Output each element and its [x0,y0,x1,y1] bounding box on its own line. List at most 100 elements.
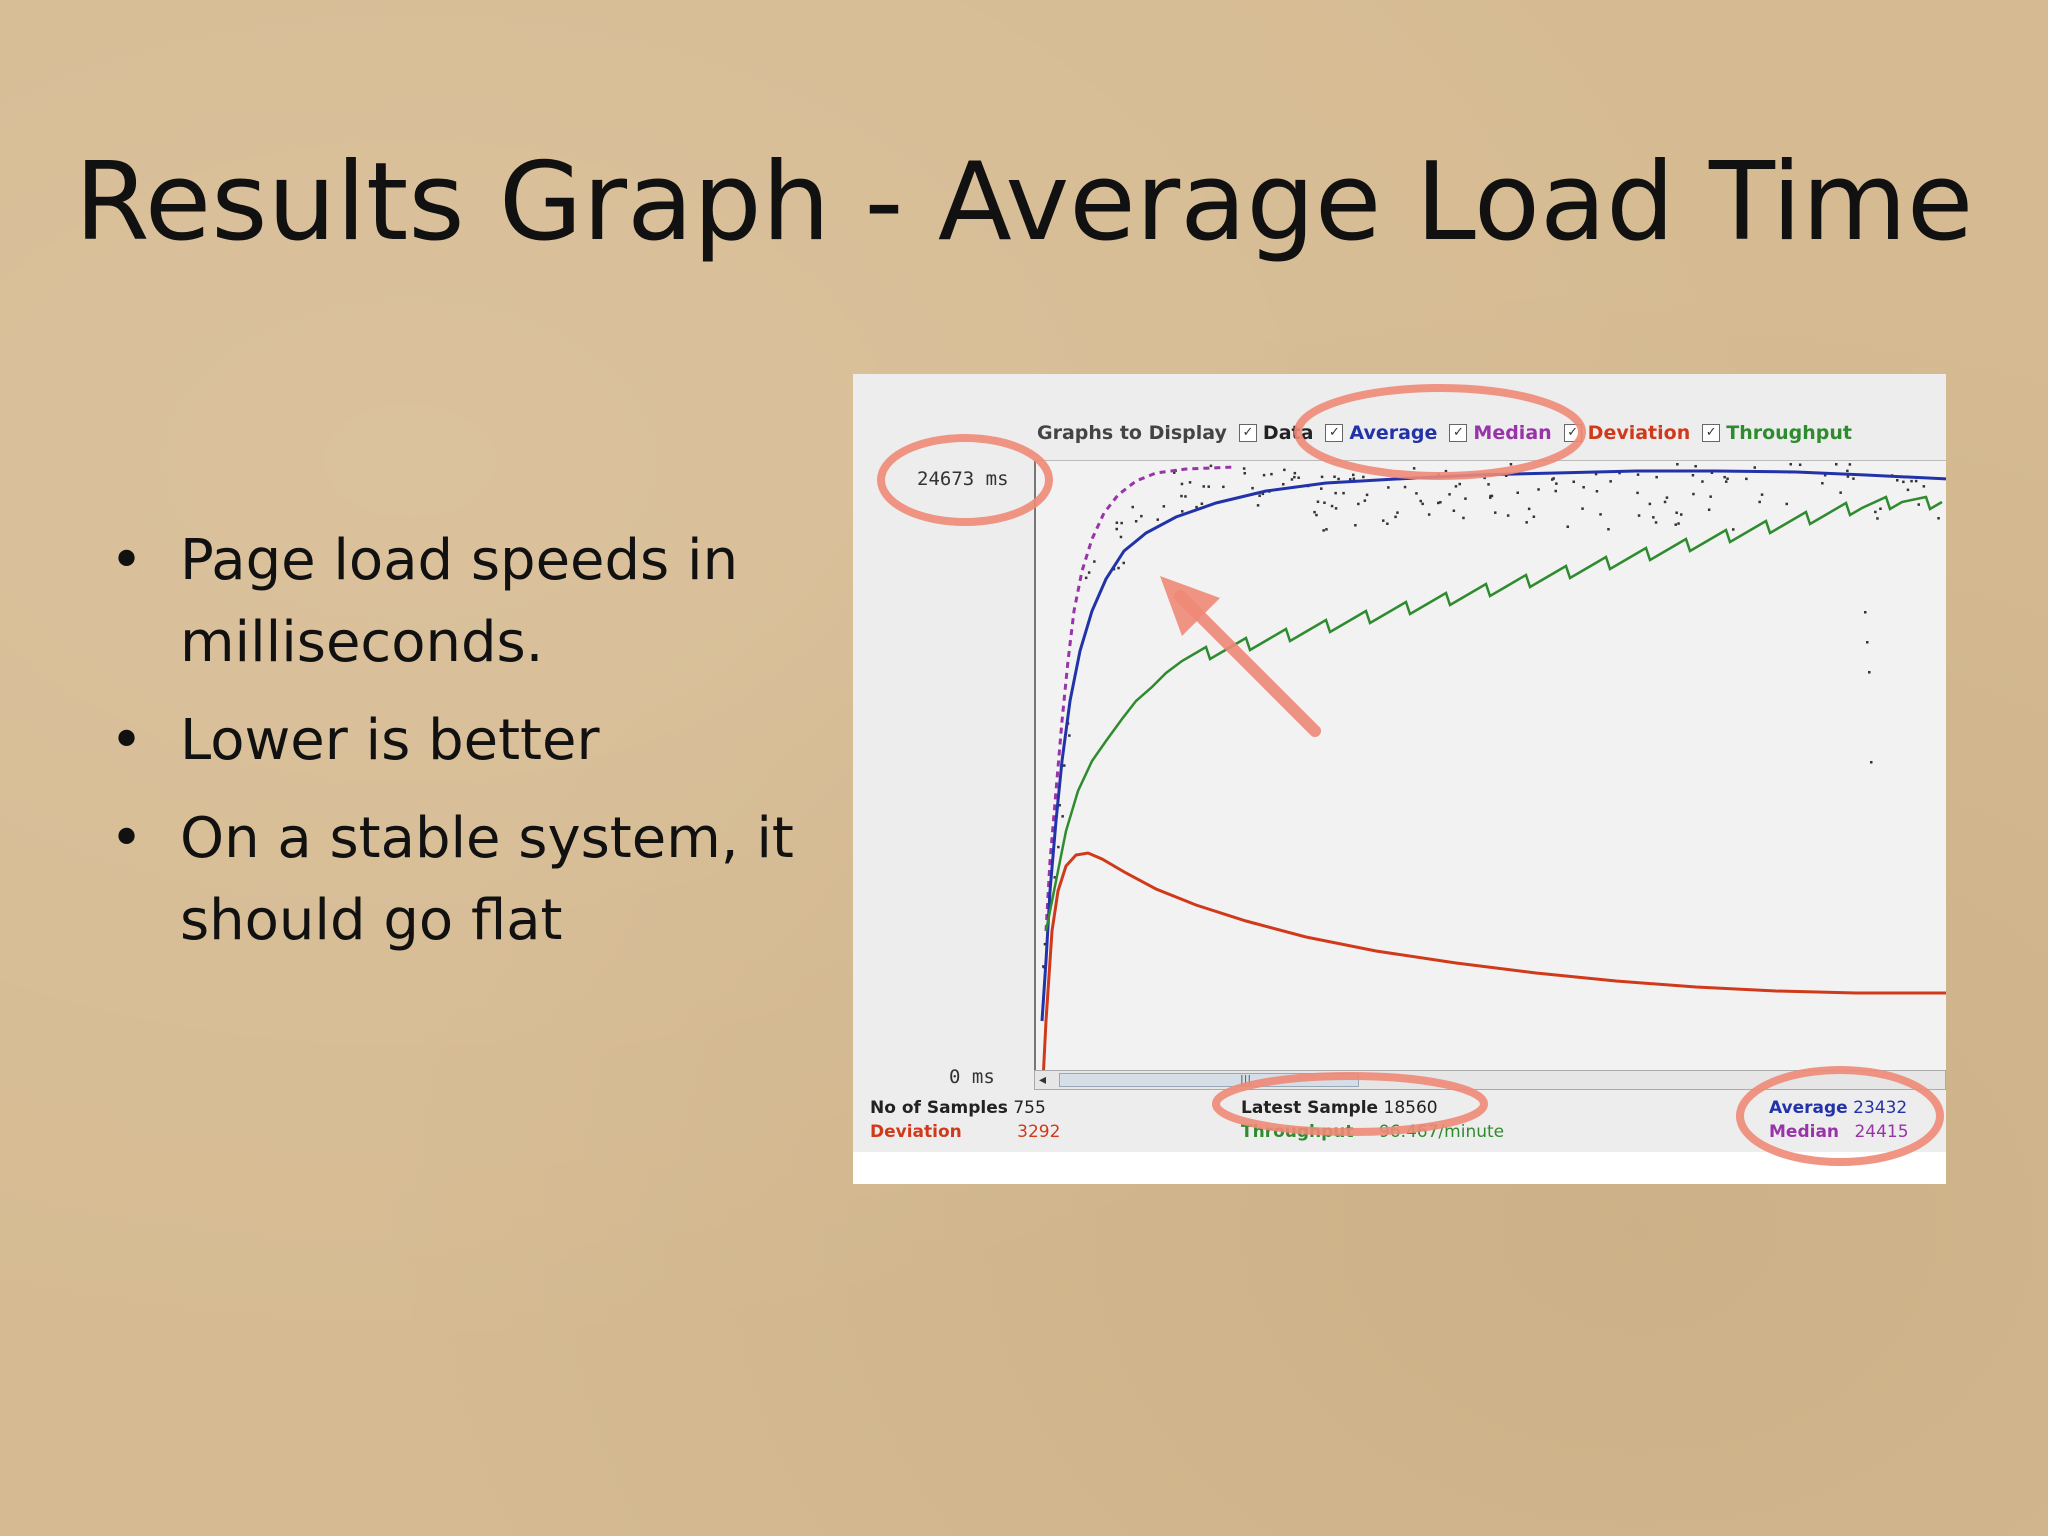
data-point [1846,469,1849,473]
data-point [1707,508,1711,511]
data-point [1922,485,1926,488]
data-point [1293,471,1297,475]
data-point [1261,492,1265,496]
data-point [1184,495,1187,498]
checkbox-median[interactable]: ✓ [1449,424,1468,442]
stat-throughput-label: Throughput [1241,1122,1354,1142]
data-point [1421,502,1424,506]
checkbox-average[interactable]: ✓ [1325,424,1344,442]
data-point [1243,472,1246,475]
data-point [1525,521,1528,524]
data-point [1917,503,1920,506]
data-point [1333,475,1336,478]
legend-item-median[interactable]: ✓ Median [1449,422,1552,444]
data-point [1363,499,1367,502]
data-point [1134,520,1138,523]
data-point [1655,475,1658,479]
data-point [1283,468,1286,472]
data-point [1566,525,1569,528]
data-point [1297,476,1300,479]
data-point [1188,481,1192,484]
data-point [1710,471,1714,474]
data-point [1675,511,1678,514]
data-point [1382,519,1385,522]
data-point [1122,561,1125,565]
plot-canvas [1040,463,1946,1071]
data-point [1357,502,1360,506]
data-point [1896,479,1899,482]
data-point [1490,494,1494,498]
data-point [1674,523,1677,526]
data-point [1758,500,1761,504]
data-point [1454,485,1458,488]
data-point [1207,485,1210,488]
scroll-left-arrow-icon[interactable]: ◂ [1039,1072,1047,1088]
data-point [1202,485,1205,488]
data-point [1509,463,1513,466]
legend-item-deviation[interactable]: ✓ Deviation [1563,422,1690,444]
data-point [1462,516,1465,520]
data-point [1726,477,1729,480]
data-point [1654,521,1658,524]
data-point [1412,467,1416,470]
data-point [1652,516,1655,519]
checkbox-throughput[interactable]: ✓ [1702,424,1721,442]
data-point [1868,671,1871,674]
legend-item-average[interactable]: ✓ Average [1325,422,1437,444]
checkbox-deviation[interactable]: ✓ [1563,424,1582,442]
data-point [1262,473,1266,477]
data-point [1555,482,1558,485]
data-point [1270,472,1273,476]
data-point [1489,494,1492,498]
data-point [1222,485,1225,489]
data-point [1852,477,1855,480]
data-point [1874,510,1877,514]
data-point [1195,505,1198,509]
data-point [1663,500,1667,504]
checkbox-data[interactable]: ✓ [1238,424,1257,442]
scroll-thumb[interactable]: ||| [1059,1073,1359,1087]
bullet-item: Page load speeds in milliseconds. [110,520,810,684]
data-point [1042,965,1045,968]
data-point [1313,510,1316,514]
data-point [1352,473,1355,477]
data-point [1582,486,1585,489]
data-point [1256,504,1260,507]
data-point [1572,480,1575,483]
legend-item-data[interactable]: ✓ Data [1238,422,1313,444]
data-point [1173,471,1176,474]
data-point [1290,478,1294,481]
data-point [1607,528,1610,531]
plot-area [1034,460,1946,1086]
data-point [1251,486,1254,490]
data-point [1063,764,1066,767]
data-point [1789,463,1792,466]
data-point [1821,482,1824,485]
data-point [1437,501,1440,505]
y-axis-min-label: 0 ms [949,1066,995,1088]
data-point [1464,497,1467,500]
data-point [1732,528,1735,531]
data-point [1394,515,1397,519]
data-point [1753,466,1756,469]
data-point [1554,489,1557,493]
data-point [1745,477,1748,481]
data-point [1242,467,1246,470]
data-point [1209,464,1213,468]
data-point [1694,465,1697,468]
graph-panel: Graphs to Display ✓ Data ✓ Average ✓ Med… [853,374,1946,1152]
stat-deviation-value: 3292 [1017,1122,1061,1142]
data-point [1532,515,1536,518]
graph-legend: Graphs to Display ✓ Data ✓ Average ✓ Med… [1037,422,1852,444]
data-point [1043,942,1047,946]
data-point [1330,504,1334,508]
data-point [1320,487,1323,490]
horizontal-scrollbar[interactable]: ◂ ||| [1034,1070,1946,1090]
data-point [1337,477,1340,481]
data-point [1902,480,1905,484]
data-point [1725,480,1728,483]
data-point [1120,521,1123,525]
legend-item-throughput[interactable]: ✓ Throughput [1702,422,1852,444]
data-point [1156,518,1159,521]
data-point [1352,477,1356,480]
